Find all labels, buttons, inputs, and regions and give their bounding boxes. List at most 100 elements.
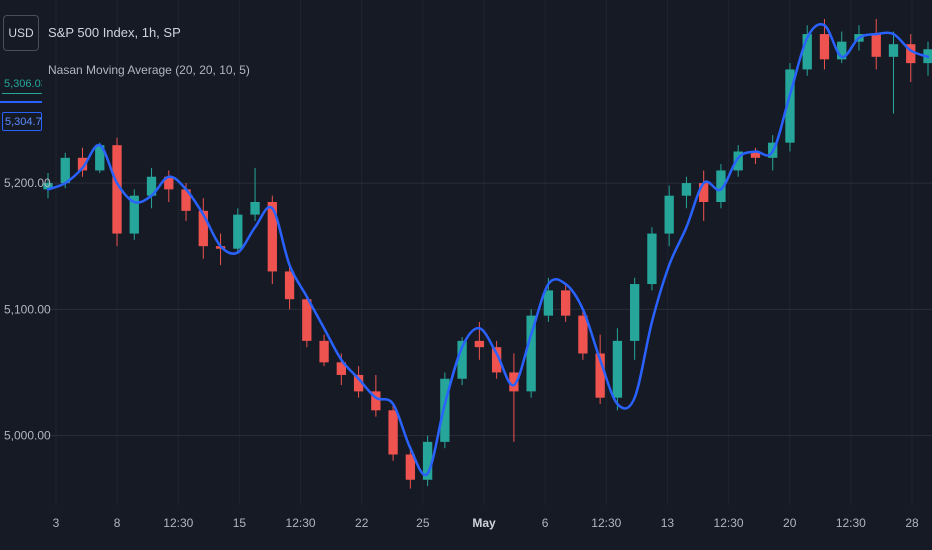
candle-body [681, 183, 692, 196]
candle [371, 374, 381, 417]
candle [647, 227, 657, 291]
x-axis-ticks: 3 8 12:30 15 12:30 22 25 May 6 12:30 13 12:30 20 12:3… [53, 516, 919, 530]
candle-body [750, 151, 761, 158]
candle [681, 176, 692, 209]
x-tick-label: 6 [542, 516, 549, 530]
candle-body [630, 284, 640, 341]
candle-body [146, 176, 157, 196]
candle [440, 372, 450, 449]
y-tick-label: 5,200.00 [4, 176, 51, 190]
candle-body [509, 372, 519, 392]
candle-body [837, 41, 847, 60]
candle [112, 137, 122, 247]
x-tick-label: 12:30 [591, 516, 621, 530]
candle [164, 170, 174, 202]
candle-body [560, 290, 571, 316]
candle [664, 185, 674, 247]
candle-body [871, 34, 881, 57]
currency-label: USD [8, 26, 34, 40]
candle-body [181, 189, 191, 211]
candle [250, 167, 260, 221]
candle-body [785, 69, 795, 143]
candle-body [422, 441, 433, 480]
candle-body [405, 454, 416, 480]
candle-body [612, 340, 623, 398]
candle [699, 170, 709, 221]
candle [888, 31, 899, 114]
candle [871, 18, 881, 70]
candle-body [802, 34, 812, 70]
candle-body [491, 347, 502, 373]
y-tick-label: 5,000.00 [4, 429, 51, 443]
ma-price-marker [0, 101, 42, 103]
candle-body [198, 210, 208, 247]
candle [405, 448, 416, 489]
candle-body [819, 34, 830, 60]
candle-body [319, 340, 329, 363]
candle-body [164, 176, 174, 190]
candle-body [43, 183, 53, 190]
candle [388, 404, 398, 461]
candle [43, 172, 53, 199]
candle-body [647, 233, 657, 285]
grid-lines [44, 0, 932, 505]
candle-body [578, 315, 588, 354]
candle [353, 366, 364, 398]
candle-body [233, 214, 243, 249]
x-tick-label: 8 [114, 516, 121, 530]
candle [302, 296, 312, 348]
candle [802, 25, 812, 76]
x-tick-label: 12:30 [286, 516, 316, 530]
candle [578, 309, 588, 360]
symbol-title[interactable]: S&P 500 Index, 1h, SP [48, 25, 181, 40]
candle [146, 167, 157, 209]
ma-price-tag: 5,304.75 [2, 112, 42, 131]
candle-body [733, 151, 743, 171]
candle [906, 34, 916, 83]
candle [630, 277, 640, 360]
candle-body [336, 362, 346, 375]
candle [923, 41, 932, 76]
x-tick-label: 28 [905, 516, 919, 530]
candle [77, 147, 88, 177]
candle-body [474, 340, 485, 348]
candle-body [77, 157, 88, 171]
x-tick-label: 25 [416, 516, 430, 530]
candle [526, 309, 536, 398]
currency-button[interactable]: USD [3, 15, 39, 51]
x-tick-label: 12:30 [836, 516, 866, 530]
candle [509, 353, 519, 442]
y-tick-label: 5,100.00 [4, 302, 51, 316]
candle [595, 334, 605, 404]
candle-body [353, 374, 364, 392]
candle [319, 334, 329, 367]
candle [785, 63, 795, 152]
candle-body [543, 290, 554, 316]
moving-average-line [46, 23, 930, 477]
candle [284, 265, 295, 310]
candle [129, 189, 139, 240]
x-tick-label: 3 [53, 516, 60, 530]
candlestick-series [43, 18, 932, 489]
candle-body [267, 202, 277, 272]
x-tick-label: 15 [233, 516, 247, 530]
candle [837, 31, 847, 64]
y-axis-ticks: 5,200.00 5,100.00 5,000.00 [4, 176, 51, 443]
candle [422, 435, 433, 487]
candle-body [302, 299, 312, 341]
candle-body [699, 183, 709, 202]
candle-body [888, 44, 899, 57]
candle-body [388, 410, 398, 455]
last-price-tag: 5,306.03 [2, 75, 42, 94]
candle-body [112, 145, 122, 234]
candle-body [440, 378, 450, 442]
candle-body [60, 157, 70, 184]
x-tick-label: 13 [661, 516, 675, 530]
indicator-legend[interactable]: Nasan Moving Average (20, 20, 10, 5) [48, 63, 250, 77]
candle [819, 18, 830, 70]
x-tick-label: 20 [783, 516, 797, 530]
x-tick-label: 22 [355, 516, 369, 530]
candle [233, 208, 243, 253]
candle [750, 147, 761, 165]
